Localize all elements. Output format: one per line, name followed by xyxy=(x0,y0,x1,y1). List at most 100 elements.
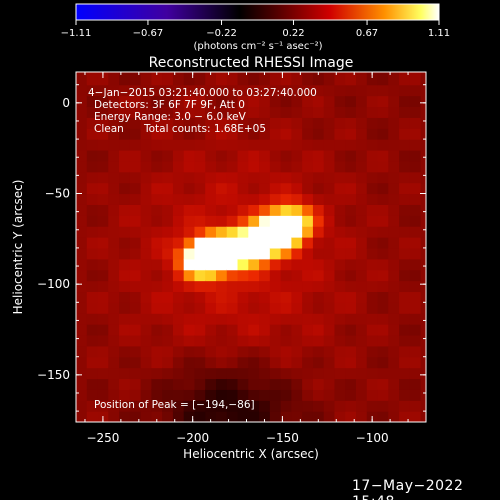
heatmap-cell xyxy=(86,73,99,86)
heatmap-cell xyxy=(129,117,142,129)
heatmap-cell xyxy=(302,291,314,303)
heatmap-cell xyxy=(151,400,163,412)
heatmap-cell xyxy=(269,345,282,358)
heatmap-cell xyxy=(302,356,314,369)
heatmap-cell xyxy=(323,171,336,184)
heatmap-cell xyxy=(172,258,185,271)
heatmap-cell xyxy=(108,72,120,75)
heatmap-cell xyxy=(237,302,249,314)
heatmap-cell xyxy=(119,149,131,162)
heatmap-cell xyxy=(377,411,389,422)
heatmap-cell xyxy=(226,139,239,151)
heatmap-cell xyxy=(377,258,389,271)
heatmap-cell xyxy=(291,171,303,184)
heatmap-cell xyxy=(151,139,163,151)
heatmap-cell xyxy=(356,291,368,303)
heatmap-cell xyxy=(194,302,206,314)
heatmap-cell xyxy=(205,226,217,238)
heatmap-cell xyxy=(140,411,152,422)
heatmap-cell xyxy=(312,106,325,118)
heatmap-cell xyxy=(366,182,379,195)
heatmap-cell xyxy=(356,400,368,412)
heatmap-cell xyxy=(345,313,357,325)
heatmap-cell xyxy=(119,182,131,195)
heatmap-cell xyxy=(409,226,422,238)
heatmap-cell xyxy=(259,389,271,401)
heatmap-cell xyxy=(334,73,346,86)
heatmap-cell xyxy=(226,367,239,380)
heatmap-cell xyxy=(129,139,142,151)
heatmap-cell xyxy=(162,258,174,271)
heatmap-cell xyxy=(409,345,422,358)
heatmap-cell xyxy=(345,117,357,129)
heatmap-cell xyxy=(399,171,411,184)
heatmap-cell xyxy=(140,291,152,303)
annotation-time-range: 4−Jan−2015 03:21:40.000 to 03:27:40.000 xyxy=(88,87,317,99)
heatmap-cell xyxy=(399,356,411,369)
colorbar xyxy=(75,3,440,21)
heatmap-cell xyxy=(280,171,292,184)
heatmap-cell xyxy=(269,247,282,260)
heatmap-cell xyxy=(216,149,228,162)
heatmap-cell xyxy=(377,73,389,86)
heatmap-cell xyxy=(86,291,99,303)
heatmap-cell xyxy=(194,345,206,358)
heatmap-cell xyxy=(280,400,292,412)
heatmap-cell xyxy=(291,258,303,271)
heatmap-cell xyxy=(377,204,389,216)
heatmap-cell xyxy=(409,378,422,390)
heatmap-cell xyxy=(194,389,206,401)
heatmap-cell xyxy=(345,291,357,303)
footer-date: 17−May−2022 15:48 xyxy=(352,478,464,500)
heatmap-cell xyxy=(226,193,239,205)
heatmap-cell xyxy=(366,400,379,412)
heatmap-cell xyxy=(334,182,346,195)
heatmap-cell xyxy=(194,324,206,336)
heatmap-cell xyxy=(334,149,346,162)
heatmap-cell xyxy=(86,378,99,390)
heatmap-cell xyxy=(216,215,228,227)
heatmap-cell xyxy=(399,237,411,249)
heatmap-cell xyxy=(269,204,282,216)
heatmap-cell xyxy=(377,291,389,303)
heatmap-cell xyxy=(172,106,185,118)
heatmap-cell xyxy=(312,215,325,227)
heatmap-cell xyxy=(366,302,379,314)
heatmap-cell xyxy=(216,356,228,369)
heatmap-cell xyxy=(377,334,389,347)
heatmap-cell xyxy=(129,389,142,401)
heatmap-cell xyxy=(366,149,379,162)
heatmap-cell xyxy=(269,139,282,151)
heatmap-cell xyxy=(140,226,152,238)
heatmap-cell xyxy=(226,237,239,249)
heatmap-cell xyxy=(269,160,282,173)
heatmap-cell xyxy=(194,400,206,412)
heatmap-cell xyxy=(291,73,303,86)
heatmap-cell xyxy=(302,95,314,108)
heatmap-cell xyxy=(345,258,357,271)
heatmap-cell xyxy=(409,291,422,303)
heatmap-cell xyxy=(388,95,400,108)
heatmap-cell xyxy=(216,389,228,401)
annotation-peak-position: Position of Peak = [−194,−86] xyxy=(94,399,255,411)
heatmap-cell xyxy=(420,258,426,271)
y-tick-label: 0 xyxy=(62,96,70,110)
heatmap-cell xyxy=(420,95,426,108)
heatmap-cell xyxy=(323,193,336,205)
heatmap-cell xyxy=(194,247,206,260)
heatmap-cell xyxy=(356,117,368,129)
heatmap-cell xyxy=(119,389,131,401)
heatmap-cell xyxy=(76,73,88,86)
heatmap-cell xyxy=(248,226,260,238)
heatmap-cell xyxy=(162,84,174,97)
heatmap-cell xyxy=(226,247,239,260)
heatmap-cell xyxy=(248,389,260,401)
heatmap-cell xyxy=(323,411,336,422)
heatmap-cell xyxy=(323,345,336,358)
heatmap-cell xyxy=(356,139,368,151)
heatmap-cell xyxy=(205,411,217,422)
heatmap-cell xyxy=(409,302,422,314)
heatmap-cell xyxy=(86,258,99,271)
heatmap-cell xyxy=(97,193,109,205)
colorbar-tick-label: −1.11 xyxy=(61,28,92,39)
